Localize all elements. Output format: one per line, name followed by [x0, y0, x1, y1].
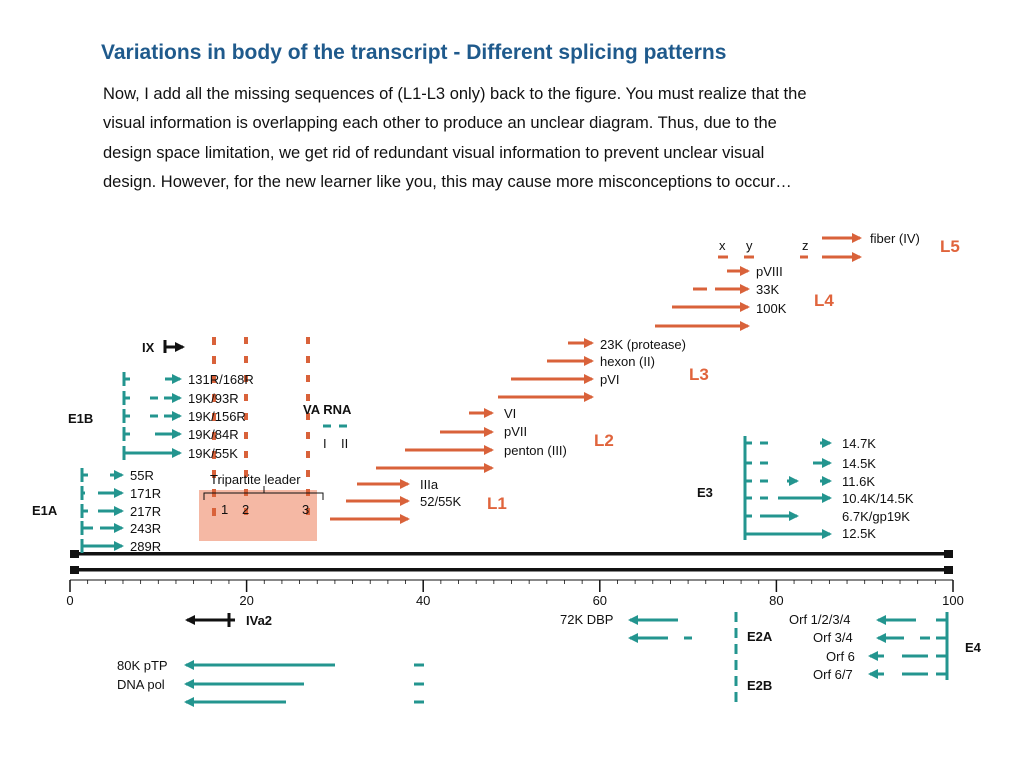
leader-exons: [212, 337, 310, 527]
va-rna-i-label: I: [323, 436, 327, 451]
va-rna-ii-label: II: [341, 436, 348, 451]
l2-product-label: pVII: [504, 424, 527, 439]
e1a-product-label: 55R: [130, 468, 154, 483]
iva2-label: IVa2: [246, 613, 272, 628]
ix-transcript: [163, 340, 185, 353]
l4-product-label: 33K: [756, 282, 779, 297]
tripartite-leader-bracket: [203, 486, 324, 500]
leader-exon-label: 1: [221, 502, 228, 517]
axis-tick-label: 20: [239, 593, 253, 608]
e1a-label: E1A: [32, 503, 58, 518]
l4-label: L4: [814, 291, 834, 310]
e2b-product-label: DNA pol: [117, 677, 165, 692]
e4-product-label: Orf 6: [826, 649, 855, 664]
l2-product-label: VI: [504, 406, 516, 421]
ix-label: IX: [142, 340, 155, 355]
e3-product-label: 14.7K: [842, 436, 876, 451]
e2a-label: E2A: [747, 629, 773, 644]
e1b-product-label: 131R/168R: [188, 372, 254, 387]
body-line: design. However, for the new learner lik…: [103, 172, 792, 191]
e1b-transcripts: [122, 372, 182, 460]
l1-product-label: 52/55K: [420, 494, 462, 509]
e4-product-label: Orf 6/7: [813, 667, 853, 682]
e3-transcripts: [743, 436, 832, 540]
slide-title: Variations in body of the transcript - D…: [101, 41, 727, 64]
l3-product-label: 23K (protease): [600, 337, 686, 352]
e2-transcripts: [628, 612, 738, 708]
axis-tick-label: 60: [593, 593, 607, 608]
leader-exon-label: 2: [242, 502, 249, 517]
l2-label: L2: [594, 431, 614, 450]
l2-transcripts: [376, 408, 494, 473]
leader-exon-label: 3: [302, 502, 309, 517]
map-unit-axis: 0 20 40 60 80 100: [66, 579, 964, 608]
e1a-transcripts: [80, 468, 124, 553]
l4-product-label: pVIII: [756, 264, 783, 279]
l3-product-label: hexon (II): [600, 354, 655, 369]
axis-tick-label: 100: [942, 593, 964, 608]
axis-tick-label: 0: [66, 593, 73, 608]
slide-body: Now, I add all the missing sequences of …: [103, 80, 983, 197]
e3-product-label: 10.4K/14.5K: [842, 491, 914, 506]
l3-product-label: pVI: [600, 372, 620, 387]
e3-product-label: 12.5K: [842, 526, 876, 541]
e2a-product-label: 72K DBP: [560, 612, 613, 627]
l4-transcripts: [655, 266, 750, 331]
e3-product-label: 6.7K/gp19K: [842, 509, 910, 524]
e2b-product-label: 80K pTP: [117, 658, 168, 673]
l1-product-label: IIIa: [420, 477, 439, 492]
e3-product-label: 14.5K: [842, 456, 876, 471]
l4-product-label: 100K: [756, 301, 787, 316]
e1a-product-label: 217R: [130, 504, 161, 519]
iva2-transcript: [185, 613, 235, 627]
l3-label: L3: [689, 365, 709, 384]
e1b-product-label: 19K/84R: [188, 427, 239, 442]
l1-transcripts: [330, 479, 410, 524]
tripartite-leader-highlight: [199, 490, 317, 541]
e4-label: E4: [965, 640, 982, 655]
l5-label: L5: [940, 237, 960, 256]
tripartite-leader-label: Tripartite leader: [210, 472, 301, 487]
body-line: Now, I add all the missing sequences of …: [103, 85, 807, 103]
e1b-product-label: 19K/93R: [188, 391, 239, 406]
e1b-product-label: 19K/55K: [188, 446, 238, 461]
genome-line: [70, 550, 953, 574]
l3-transcripts: [498, 338, 594, 402]
e1a-product-label: 243R: [130, 521, 161, 536]
e1a-product-label: 171R: [130, 486, 161, 501]
e1b-product-label: 19K/156R: [188, 409, 246, 424]
e3-product-label: 11.6K: [842, 474, 875, 489]
axis-tick-label: 80: [769, 593, 783, 608]
axis-tick-label: 40: [416, 593, 430, 608]
body-line: visual information is overlapping each o…: [103, 114, 777, 133]
e2b-transcripts: [184, 660, 424, 707]
l1-label: L1: [487, 494, 507, 513]
l5-accessory-label: y: [746, 238, 753, 253]
e3-label: E3: [697, 485, 713, 500]
e1b-label: E1B: [68, 411, 93, 426]
e1a-product-label: 289R: [130, 539, 161, 554]
e4-product-label: Orf 3/4: [813, 630, 853, 645]
va-rna-label: VA RNA: [303, 402, 352, 417]
l5-accessory-label: z: [802, 238, 809, 253]
l2-product-label: penton (III): [504, 443, 567, 458]
e4-product-label: Orf 1/2/3/4: [789, 612, 850, 627]
e2b-label: E2B: [747, 678, 772, 693]
e4-transcripts: [868, 612, 949, 680]
body-line: design space limitation, we get rid of r…: [103, 143, 765, 162]
l5-product-label: fiber (IV): [870, 231, 920, 246]
l5-transcripts: [718, 233, 862, 262]
l5-accessory-label: x: [719, 238, 726, 253]
